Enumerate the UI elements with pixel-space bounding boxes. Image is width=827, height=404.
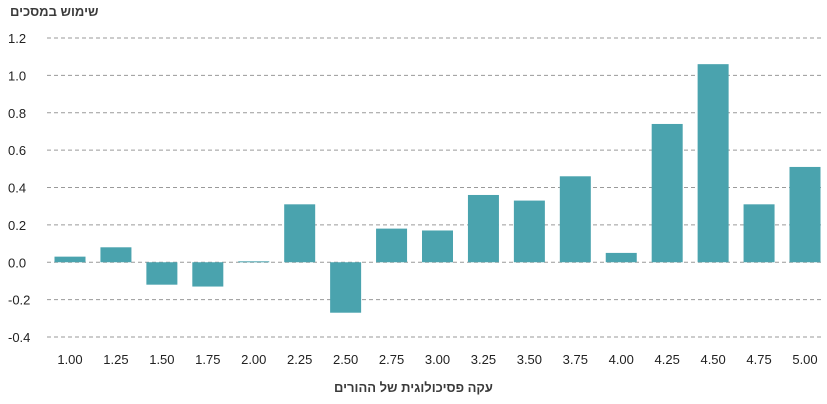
bar-4.00 [605,252,637,263]
x-tick-label: 2.00 [241,352,266,367]
x-tick-label: 3.75 [563,352,588,367]
x-tick-label: 2.75 [379,352,404,367]
bar-3.25 [467,194,499,263]
bar-2.75 [376,228,408,263]
bar-2.50 [330,262,362,313]
y-tick-label: 0.6 [8,143,26,158]
x-tick-label: 3.00 [425,352,450,367]
y-axis-title: שימוש במסכים [10,4,99,19]
bar-5.00 [789,166,821,263]
x-tick-label: 3.25 [471,352,496,367]
y-tick-label: 0.0 [8,255,26,270]
x-tick-labels: 1.00 1.25 1.50 1.75 2.00 2.25 2.50 2.75 3.00 3.25… [57,352,817,367]
y-tick-label: 0.8 [8,106,26,121]
bar-1.50 [146,262,178,285]
x-tick-label: 4.50 [700,352,725,367]
bar-4.50 [697,64,729,263]
y-tick-label: 1.0 [8,68,26,83]
bar-3.75 [559,176,591,263]
bar-4.25 [651,123,683,263]
y-tick-labels: 1.2 1.0 0.8 0.6 0.4 0.2 0.0 -0.2 -0.4 [8,31,30,345]
bars [54,64,821,313]
bar-3.00 [422,230,453,263]
y-tick-label: -0.2 [8,293,30,308]
grid-lines [47,37,822,338]
bar-1.00 [54,256,86,263]
x-tick-label: 2.50 [333,352,358,367]
y-tick-label: 1.2 [8,31,26,46]
bar-4.75 [743,204,775,263]
x-tick-label: 4.25 [655,352,680,367]
x-axis-title: עקה פסיכולוגית של ההורים [334,380,493,395]
bar-1.25 [100,247,132,263]
x-tick-label: 1.75 [195,352,220,367]
x-tick-label: 2.25 [287,352,312,367]
bar-2.00 [238,261,270,263]
x-tick-label: 4.00 [609,352,634,367]
bar-1.75 [192,262,224,287]
y-tick-label: -0.4 [8,330,30,345]
x-tick-label: 4.75 [746,352,771,367]
x-tick-label: 5.00 [792,352,817,367]
bar-2.25 [284,204,316,263]
x-tick-label: 1.00 [57,352,82,367]
y-tick-label: 0.4 [8,181,26,196]
x-tick-label: 3.50 [517,352,542,367]
x-tick-label: 1.25 [103,352,128,367]
x-tick-label: 1.50 [149,352,174,367]
bar-3.50 [513,200,545,263]
y-tick-label: 0.2 [8,218,26,233]
